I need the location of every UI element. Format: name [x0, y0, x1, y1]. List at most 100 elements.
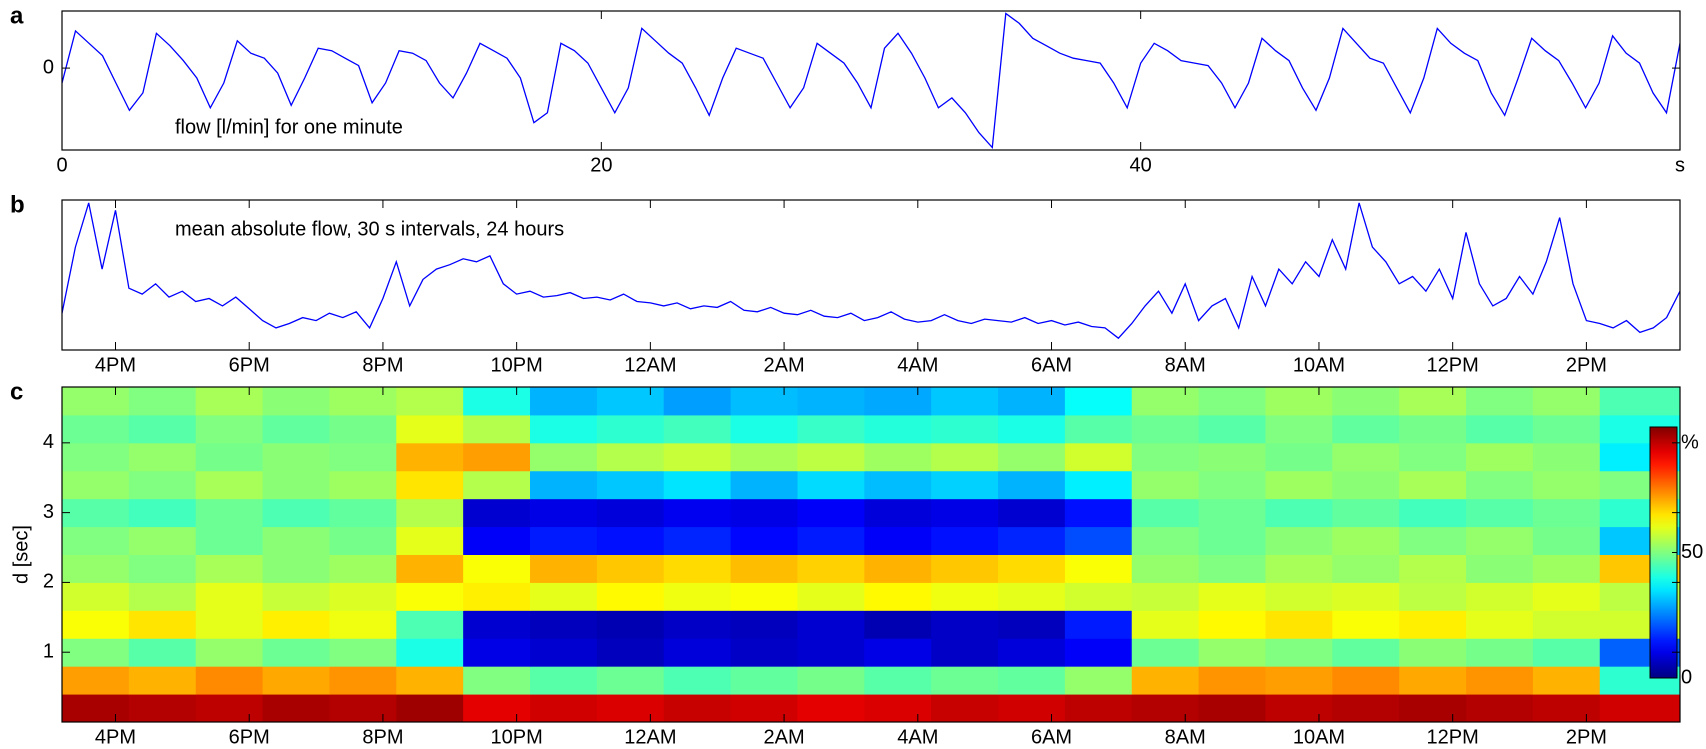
- heat-cell: [62, 387, 130, 416]
- heat-cell: [463, 470, 531, 500]
- heat-cell: [530, 610, 598, 639]
- x-tick-label: 6PM: [229, 726, 270, 748]
- heat-cell: [730, 666, 798, 695]
- heat-cell: [1599, 387, 1680, 416]
- heat-cell: [1198, 387, 1266, 416]
- heat-cell: [1332, 526, 1400, 555]
- heat-cell: [262, 526, 330, 555]
- heat-cell: [530, 498, 598, 528]
- heat-cell: [1532, 694, 1601, 722]
- flow-line: [62, 202, 1680, 340]
- heat-cell: [1265, 470, 1333, 500]
- heat-cell: [396, 694, 464, 722]
- heat-cell: [1399, 610, 1467, 639]
- heat-cell: [128, 498, 197, 528]
- heat-cell: [1064, 554, 1133, 583]
- heat-cell: [1532, 666, 1601, 695]
- heat-cell: [998, 694, 1066, 722]
- heat-cell: [195, 554, 264, 583]
- x-tick-label: 2PM: [1566, 354, 1607, 376]
- heat-cell: [1532, 610, 1601, 639]
- x-tick-label: 12PM: [1427, 726, 1479, 748]
- heat-cell: [1399, 582, 1467, 611]
- heat-cell: [663, 498, 732, 528]
- heat-cell: [1198, 638, 1266, 667]
- heat-cell: [396, 526, 464, 555]
- heat-cell: [262, 582, 330, 611]
- y-tick-label: 2: [43, 571, 54, 593]
- heat-cell: [62, 414, 130, 444]
- heat-cell: [1064, 387, 1133, 416]
- heat-cell: [396, 638, 464, 667]
- heat-cell: [730, 638, 798, 667]
- heat-cell: [1466, 442, 1534, 472]
- heat-cell: [931, 470, 999, 500]
- heat-cell: [1332, 387, 1400, 416]
- heat-cell: [797, 610, 865, 639]
- heat-cell: [1265, 442, 1333, 472]
- heat-cell: [128, 442, 197, 472]
- heat-cell: [396, 610, 464, 639]
- heat-cell: [998, 470, 1066, 500]
- heat-cell: [998, 638, 1066, 667]
- heat-cell: [1466, 694, 1534, 722]
- heat-cell: [1131, 582, 1200, 611]
- heat-cell: [797, 387, 865, 416]
- heat-cell: [463, 442, 531, 472]
- y-tick-label: 0: [43, 56, 54, 78]
- heat-cell: [864, 498, 932, 528]
- plot-area: [62, 12, 1680, 150]
- heat-cell: [1332, 666, 1400, 695]
- heat-cell: [396, 554, 464, 583]
- x-tick-label: s: [1675, 154, 1685, 176]
- heat-cell: [797, 582, 865, 611]
- panel-label: b: [10, 191, 25, 218]
- heat-cell: [530, 414, 598, 444]
- heat-cell: [1198, 666, 1266, 695]
- heat-cell: [663, 414, 732, 444]
- heat-cell: [1198, 554, 1266, 583]
- heat-cell: [663, 610, 732, 639]
- heat-cell: [730, 442, 798, 472]
- panel-label: c: [10, 378, 23, 405]
- heat-cell: [864, 582, 932, 611]
- heat-cell: [1265, 582, 1333, 611]
- heat-cell: [1532, 442, 1601, 472]
- heat-cell: [195, 442, 264, 472]
- heat-cell: [1332, 638, 1400, 667]
- heat-cell: [864, 666, 932, 695]
- heat-cell: [396, 498, 464, 528]
- heat-cell: [1332, 582, 1400, 611]
- heat-cell: [262, 387, 330, 416]
- plot-area: [62, 202, 1680, 340]
- heat-cell: [1466, 554, 1534, 583]
- x-tick-label: 4PM: [95, 726, 136, 748]
- heat-cell: [864, 387, 932, 416]
- heat-cell: [1466, 638, 1534, 667]
- y-tick-label: 1: [43, 640, 54, 662]
- heat-cell: [864, 610, 932, 639]
- heat-cell: [128, 554, 197, 583]
- heat-cell: [1332, 694, 1400, 722]
- heat-cell: [530, 582, 598, 611]
- x-tick-label: 4PM: [95, 354, 136, 376]
- heat-cell: [730, 526, 798, 555]
- heat-cell: [262, 498, 330, 528]
- heat-cell: [329, 554, 397, 583]
- heat-cell: [1399, 414, 1467, 444]
- x-tick-label: 10AM: [1293, 354, 1345, 376]
- heat-cell: [931, 526, 999, 555]
- heat-cell: [1399, 526, 1467, 555]
- heat-cell: [396, 387, 464, 416]
- heat-cell: [329, 638, 397, 667]
- x-tick-label: 8PM: [362, 726, 403, 748]
- x-tick-label: 10AM: [1293, 726, 1345, 748]
- heat-cell: [998, 526, 1066, 555]
- x-tick-label: 10PM: [491, 354, 543, 376]
- heat-cell: [1131, 387, 1200, 416]
- heat-cell: [931, 638, 999, 667]
- heat-cell: [797, 638, 865, 667]
- heat-cell: [1399, 470, 1467, 500]
- heat-cell: [1064, 442, 1133, 472]
